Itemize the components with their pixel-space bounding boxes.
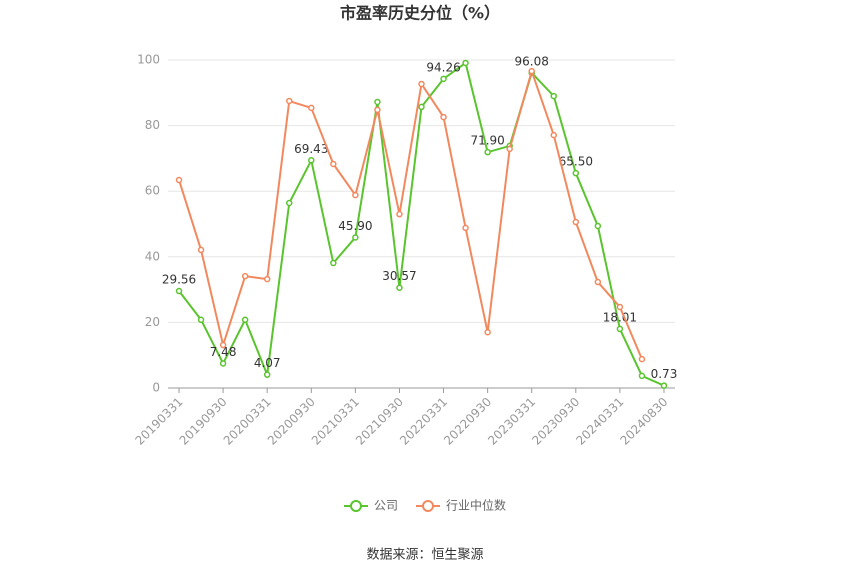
data-point [462,59,469,67]
data-point [484,148,491,156]
legend-item: 公司 [343,499,398,513]
data-point [197,316,205,324]
source-note: 数据来源：恒生聚源 [366,548,483,563]
data-point [330,259,337,267]
data-point [550,92,558,100]
data-label: 29.56 [162,273,196,287]
data-label: 4.07 [254,356,281,370]
data-point [352,191,359,199]
y-tick-label: 60 [145,184,160,198]
y-tick-label: 40 [145,249,160,263]
data-label: 94.26 [426,60,460,74]
data-point [263,371,271,378]
data-point [594,278,602,286]
data-point [241,272,249,280]
data-point [616,303,624,311]
legend-item: 行业中位数 [416,498,506,513]
data-point [484,328,491,336]
data-point [440,75,447,83]
data-label: 96.08 [515,54,549,68]
data-label: 30.57 [382,269,416,283]
data-label: 7.48 [210,345,237,359]
data-label: 69.43 [294,142,328,156]
data-point [418,103,425,111]
data-point [374,106,381,114]
data-point [175,176,183,184]
legend-marker [349,500,362,512]
data-point [285,199,293,207]
legend: 公司 行业中位数 [343,498,506,513]
data-point [352,234,359,241]
data-point [660,382,668,389]
data-point [308,157,315,164]
data-point [594,222,602,230]
data-point [440,113,447,121]
data-point [572,169,580,177]
y-tick-label: 20 [145,315,160,329]
data-label: 71.90 [470,134,504,148]
data-label: 45.90 [338,219,372,233]
data-point [396,210,403,218]
data-label: 18.01 [603,310,637,324]
data-point [263,275,271,283]
data-point [638,372,646,380]
x-tick-label: 20240830 [617,395,670,448]
data-point [241,316,249,324]
data-point [197,246,205,254]
data-point [285,97,293,105]
series-line [178,67,643,360]
data-point [506,145,513,153]
legend-label: 行业中位数 [446,498,506,513]
chart-title: 市盈率历史分位（%） [340,4,500,23]
data-point [330,160,337,168]
data-point [550,131,558,139]
data-point [418,80,425,88]
data-point [175,287,183,295]
data-point [396,284,403,291]
data-point [638,355,646,363]
legend-label: 公司 [374,499,398,513]
y-tick-label: 80 [145,118,160,132]
data-label: 65.50 [559,155,593,169]
y-tick-label: 100 [137,53,160,67]
data-point [219,360,227,367]
legend-marker [422,500,434,512]
data-point [616,325,624,333]
data-label: 0.73 [651,367,678,381]
data-point [528,67,535,75]
data-point [572,218,580,226]
data-point [462,224,469,232]
data-point [219,341,227,349]
data-point [308,104,315,112]
series-line [178,61,665,387]
y-tick-label: 0 [152,381,160,395]
data-point [374,98,381,106]
